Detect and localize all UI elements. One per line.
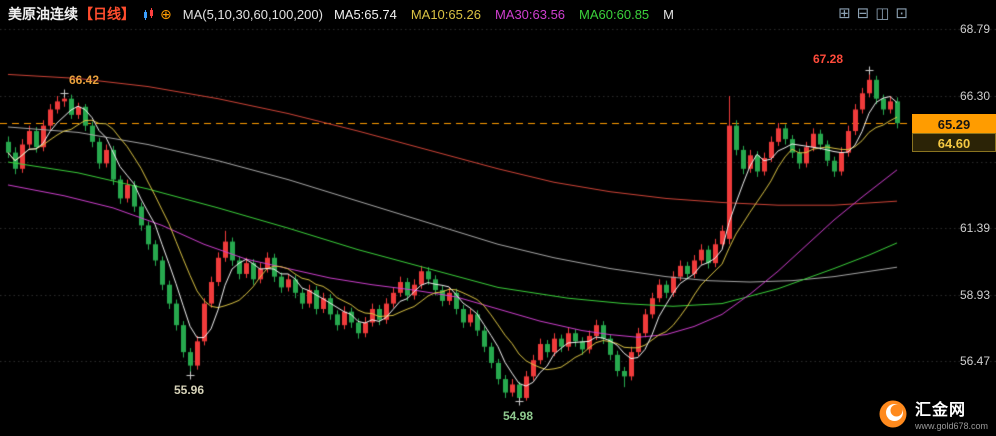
ma-value-label: MA60:60.85	[579, 6, 650, 22]
site-url: www.gold678.com	[914, 421, 988, 431]
chart-header: 美原油连续 【日线】 ⊕ MA(5,10,30,60,100,200) MA5:…	[8, 4, 992, 24]
ma-value-label: MA10:65.26	[410, 6, 481, 22]
add-indicator-icon[interactable]: ⊕	[160, 5, 172, 22]
mini-kline-icon[interactable]	[142, 7, 155, 21]
ma-value-label: MA30:63.56	[494, 6, 566, 22]
chart-toolbar: ⊞ ⊟ ◫ ⊡	[838, 5, 908, 22]
ma-settings-label[interactable]: MA(5,10,30,60,100,200)	[182, 6, 323, 22]
huijin-logo-icon	[879, 400, 907, 427]
layout-split-horizontal-icon[interactable]: ⊟	[856, 5, 870, 22]
site-watermark-text: 汇金网 www.gold678.com	[915, 396, 988, 431]
ma-value-label: MA5:65.74	[333, 6, 397, 22]
layout-single-icon[interactable]: ⊡	[895, 5, 908, 22]
site-watermark[interactable]: 汇金网 www.gold678.com	[878, 396, 988, 431]
layout-split-vertical-icon[interactable]: ◫	[875, 5, 890, 22]
symbol-title: 美原油连续	[8, 6, 78, 22]
period-tag: 【日线】	[79, 6, 135, 22]
layout-grid-icon[interactable]: ⊞	[838, 5, 851, 22]
ma-value-label: M	[663, 6, 674, 22]
ma-values-group: MA5:65.74 MA10:65.26 MA30:63.56 MA60:60.85 M	[334, 7, 674, 22]
site-name: 汇金网	[914, 402, 966, 419]
